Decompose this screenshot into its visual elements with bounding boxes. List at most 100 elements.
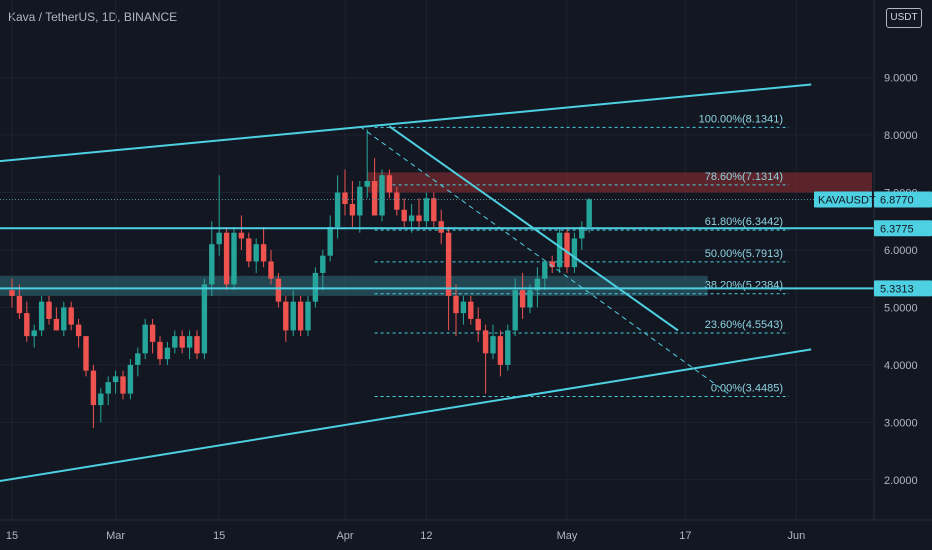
price-tag-value: 5.3313 [880,283,914,295]
candle-body [209,244,215,285]
candle-body [556,232,563,268]
price-tag-value: 6.8770 [880,195,914,207]
candle-body [120,376,126,394]
candle-body [468,301,474,319]
drawings [0,83,874,483]
symbol-tag-label: KAVAUSDT [818,195,876,207]
candle-body [75,324,82,337]
candle-body [223,232,230,285]
fib-level-label: 61.80%(6.3442) [705,216,783,228]
candle-body [512,290,518,331]
candle-body [327,226,333,256]
candle-body [586,199,592,227]
candle-body [105,382,111,394]
candle-body [216,232,222,245]
candle-body [231,232,237,285]
candle-body [542,261,548,279]
price-tag-box [874,280,932,297]
candle-body [135,353,141,365]
candle-body [201,284,208,354]
zones [0,172,872,296]
candle-body [394,192,400,210]
grid [0,0,874,520]
candle-body [186,336,193,348]
candle-body [445,232,452,296]
currency-button[interactable]: USDT [886,8,922,28]
candle-body [90,370,97,406]
candle-body [142,324,148,354]
candle-body [68,307,74,325]
candle-body [579,226,585,239]
candle-body [275,278,282,302]
candle-body [283,301,289,331]
candle-body [320,255,326,273]
candle-body [179,336,185,348]
candle-body [194,336,200,354]
price-tick-label: 9.0000 [884,73,918,85]
trend-line-channel-top [0,83,812,163]
candle-body [246,238,252,262]
time-tick-label: Jun [788,530,806,542]
candle-body [312,272,319,302]
candle-body [475,318,481,331]
candle-body [297,301,304,331]
candle-body [431,198,437,222]
candle-body [238,232,245,239]
price-tag-value: 6.3775 [880,223,914,235]
price-axis: 2.00003.00004.00005.00006.00007.00008.00… [873,0,918,520]
price-tags: 6.8770 KAVAUSDT 6.3775 5.3313 [814,191,932,297]
candle-body [549,261,555,268]
trend-line-dashed-diagonal [359,126,731,396]
trend-line-channel-bottom [0,348,812,483]
fib-level-label: 23.60%(4.5543) [705,319,783,331]
candle-body [349,203,356,216]
candle-body [342,192,348,204]
candle-body [371,180,378,216]
candle-body [61,307,67,331]
candle-body [127,364,134,394]
time-tick-label: 15 [213,530,225,542]
fib-retracement: 100.00%(8.1341) 78.60%(7.1314) 61.80%(6.34… [374,113,789,398]
candle-body [386,175,393,193]
candle-body [268,261,274,279]
candle-body [305,301,311,331]
price-tick-label: 8.0000 [884,130,918,142]
candle-body [482,330,489,354]
candle-body [16,295,23,314]
price-tick-label: 2.0000 [884,475,918,487]
candle-body [260,244,267,262]
candle-body [408,215,415,222]
candle-body [290,301,296,331]
candle-body [423,198,430,222]
candle-body [24,313,30,337]
candle-body [53,318,60,331]
chart-title: Kava / TetherUS, 1D, BINANCE [8,10,178,24]
fib-level-label: 0.00%(3.4485) [711,383,783,395]
candles [9,129,592,429]
fib-level-label: 38.20%(5.2384) [705,280,783,292]
price-tag-box [874,191,932,208]
price-tick-label: 3.0000 [884,417,918,429]
time-tick-label: 12 [420,530,432,542]
candle-body [164,347,171,360]
candle-body [112,376,119,383]
price-tick-label: 6.0000 [884,245,918,257]
candle-body [31,330,37,337]
time-axis: 15 Mar 15 Apr 12 May 17 Jun [0,519,932,542]
price-tick-label: 4.0000 [884,360,918,372]
price-tick-label: 5.0000 [884,302,918,314]
fib-level-label: 78.60%(7.1314) [705,171,783,183]
candle-body [83,336,89,371]
candle-body [416,215,422,222]
candle-body [9,290,15,296]
time-tick-label: Apr [336,530,353,542]
candle-body [534,278,541,291]
trend-line-downtrend [388,125,679,332]
symbol-tag-box [814,191,872,208]
candle-body [46,301,52,319]
candle-body [334,192,341,227]
candle-body [564,232,570,268]
candle-body [401,209,407,222]
zone-support [0,275,708,296]
